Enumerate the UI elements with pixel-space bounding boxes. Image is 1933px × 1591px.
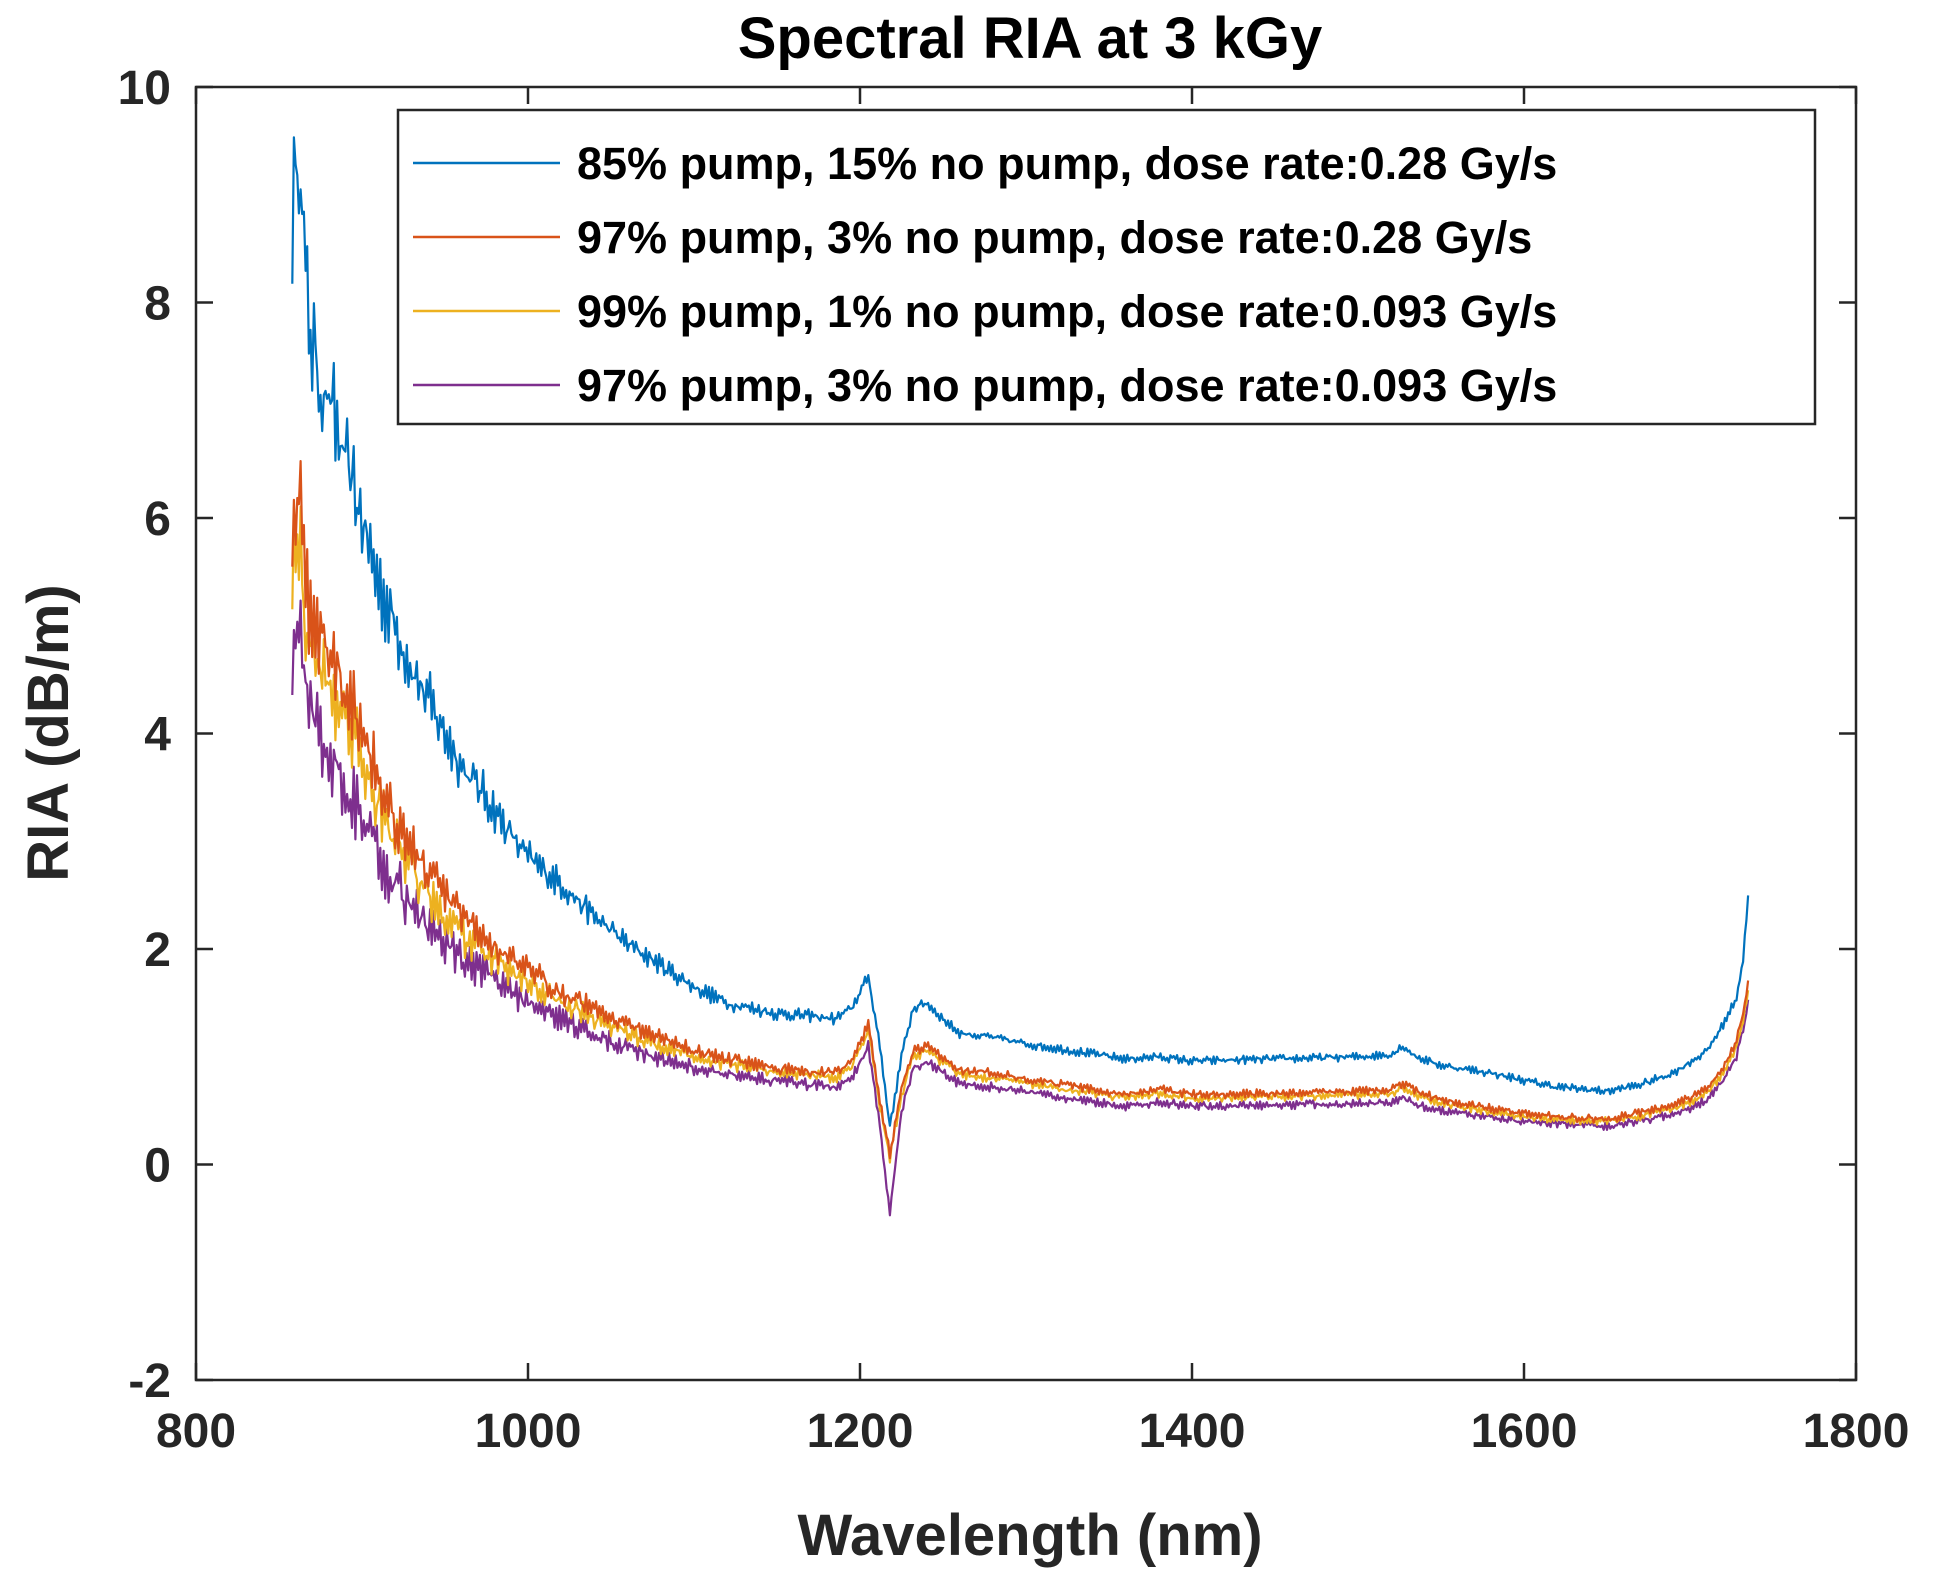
y-tick-label: 0 bbox=[144, 1140, 171, 1193]
legend-label-1: 85% pump, 15% no pump, dose rate:0.28 Gy… bbox=[577, 138, 1557, 189]
x-tick-label: 1600 bbox=[1471, 1405, 1578, 1458]
plot-area: 800 1000 1200 1400 1600 1800 -2 0 2 4 6 8 10 bbox=[118, 62, 1910, 1458]
x-tick-label: 1800 bbox=[1803, 1405, 1910, 1458]
y-tick-label: 4 bbox=[144, 709, 171, 762]
chart-title: Spectral RIA at 3 kGy bbox=[738, 6, 1323, 71]
x-tick-label: 800 bbox=[156, 1405, 236, 1458]
y-tick-label: 10 bbox=[118, 62, 171, 115]
series-line-2 bbox=[291, 460, 1750, 1160]
x-tick-label: 1000 bbox=[475, 1405, 582, 1458]
x-tick-label: 1400 bbox=[1139, 1405, 1246, 1458]
x-axis-label: Wavelength (nm) bbox=[797, 1503, 1262, 1568]
legend-box bbox=[396, 108, 1817, 426]
legend-label-2: 97% pump, 3% no pump, dose rate:0.28 Gy/… bbox=[577, 212, 1532, 263]
series-layer bbox=[291, 136, 1750, 1217]
tick-layer: 800 1000 1200 1400 1600 1800 -2 0 2 4 6 8 10 bbox=[118, 62, 1910, 1458]
legend-label-3: 99% pump, 1% no pump, dose rate:0.093 Gy… bbox=[577, 286, 1557, 337]
y-tick-label: 6 bbox=[144, 493, 171, 546]
legend: 85% pump, 15% no pump, dose rate:0.28 Gy… bbox=[396, 108, 1817, 426]
x-tick-label: 1200 bbox=[807, 1405, 914, 1458]
series-line-1 bbox=[291, 136, 1750, 1127]
y-axis-label: RIA (dB/m) bbox=[16, 584, 81, 881]
y-tick-label: 8 bbox=[144, 278, 171, 331]
y-tick-label: 2 bbox=[144, 924, 171, 977]
legend-label-4: 97% pump, 3% no pump, dose rate:0.093 Gy… bbox=[577, 360, 1557, 411]
y-tick-label: -2 bbox=[128, 1355, 171, 1408]
legend-entries: 85% pump, 15% no pump, dose rate:0.28 Gy… bbox=[413, 138, 1557, 411]
series-line-4 bbox=[291, 599, 1750, 1217]
